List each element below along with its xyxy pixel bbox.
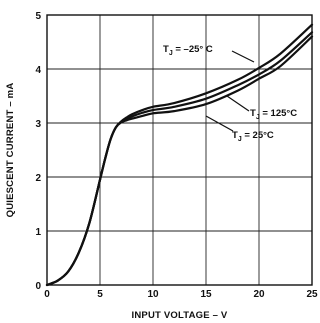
- series-line-1: [45, 31, 314, 287]
- y-tick-label: 0: [35, 281, 41, 292]
- y-tick-label: 2: [35, 173, 41, 184]
- grid: [46, 14, 313, 286]
- x-tick-label: 10: [147, 289, 159, 300]
- x-tick-label: 0: [44, 289, 50, 300]
- series-label: TJ = 125°C: [250, 108, 297, 121]
- series-label-leader: [226, 95, 250, 112]
- y-tick-label: 5: [35, 11, 41, 22]
- y-tick-label: 3: [35, 119, 41, 130]
- y-tick-label: 1: [35, 227, 41, 238]
- x-tick-label: 20: [253, 289, 265, 300]
- x-axis-title: INPUT VOLTAGE – V: [132, 310, 228, 321]
- series-line-2: [45, 35, 314, 287]
- series-label: TJ = 25°C: [232, 130, 274, 143]
- y-axis-title: QUIESCENT CURRENT – mA: [5, 83, 16, 218]
- x-tick-labels: 0 5 10 15 20 25: [44, 289, 318, 300]
- x-tick-label: 5: [97, 289, 103, 300]
- series-label-leader: [231, 50, 255, 63]
- series-line-0: [45, 23, 314, 287]
- x-tick-label: 25: [306, 289, 318, 300]
- y-tick-labels: 0 1 2 3 4 5: [35, 11, 41, 292]
- curves: [45, 23, 314, 287]
- series-label-leader: [205, 115, 234, 132]
- series-label: TJ = –25° C: [163, 44, 213, 57]
- x-tick-label: 15: [200, 289, 212, 300]
- label-leaders: [205, 50, 255, 132]
- plot-frame: [46, 14, 313, 286]
- y-tick-label: 4: [35, 65, 41, 76]
- series-labels: TJ = –25° C TJ = 125°C TJ = 25°C: [163, 44, 297, 143]
